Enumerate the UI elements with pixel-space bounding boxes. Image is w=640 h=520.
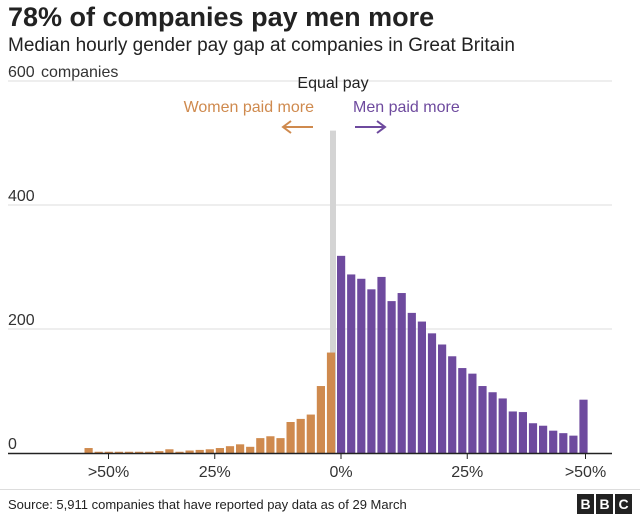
women-bar xyxy=(236,444,245,453)
women-bar xyxy=(135,451,144,453)
men-bar xyxy=(347,274,356,453)
women-bar xyxy=(316,386,325,453)
y-tick-label: 600 xyxy=(8,64,35,81)
footer-divider xyxy=(0,489,640,490)
bbc-logo-letter-b2: B xyxy=(596,494,613,514)
x-tick-label: 25% xyxy=(199,464,231,481)
men-bar xyxy=(528,423,538,453)
equal-pay-line xyxy=(330,130,336,453)
y-tick-label: 200 xyxy=(8,312,35,329)
bbc-logo-letter-b1: B xyxy=(577,494,594,514)
men-bar xyxy=(407,312,416,453)
men-bar xyxy=(367,289,376,453)
women-bar xyxy=(246,446,255,453)
women-bar xyxy=(195,449,204,453)
women-bar xyxy=(296,418,305,453)
women-bar xyxy=(276,438,285,453)
x-tick-label: 0% xyxy=(329,464,352,481)
bbc-logo-letter-c: C xyxy=(615,494,632,514)
y-axis-unit-label: companies xyxy=(41,64,118,81)
women-bar xyxy=(306,414,315,453)
x-tick-label: 25% xyxy=(451,464,483,481)
men-bar xyxy=(549,430,558,453)
women-bar xyxy=(84,448,93,453)
women-bar xyxy=(215,448,224,453)
men-bar xyxy=(488,392,497,453)
y-tick-label: 400 xyxy=(8,188,35,205)
men-arrow-head-icon xyxy=(376,120,387,134)
women-bar xyxy=(155,451,164,453)
y-tick-label: 0 xyxy=(8,436,17,453)
men-bar xyxy=(559,433,568,453)
women-bar xyxy=(326,352,336,453)
women-bar xyxy=(114,451,123,453)
men-bar xyxy=(508,411,517,453)
women-bar xyxy=(266,436,275,453)
men-bar xyxy=(337,255,346,453)
men-bar xyxy=(417,321,426,453)
women-bar xyxy=(225,446,235,453)
women-arrow-head-icon xyxy=(281,120,292,134)
men-bar xyxy=(387,301,396,453)
men-bar xyxy=(357,278,366,453)
men-bar xyxy=(498,398,507,453)
men-bar xyxy=(518,412,527,453)
men-bar xyxy=(579,399,588,453)
women-bar xyxy=(205,449,214,453)
x-tick-label: >50% xyxy=(88,464,129,481)
women-bar xyxy=(104,451,113,453)
women-bar xyxy=(256,438,265,453)
women-bar xyxy=(185,450,194,453)
men-bar xyxy=(569,435,578,453)
men-bar xyxy=(377,276,386,453)
men-bar xyxy=(438,344,447,453)
chart-subtitle: Median hourly gender pay gap at companie… xyxy=(8,35,515,56)
x-tick-label: >50% xyxy=(565,464,606,481)
women-bar xyxy=(124,451,134,453)
women-bar xyxy=(94,451,103,453)
men-bar xyxy=(397,293,406,453)
men-bar xyxy=(458,368,467,453)
men-bar xyxy=(468,373,477,453)
women-bar xyxy=(175,451,184,453)
equal-pay-label: Equal pay xyxy=(297,75,368,92)
chart-title: 78% of companies pay men more xyxy=(8,2,435,32)
men-bar xyxy=(478,386,487,453)
women-bar xyxy=(145,451,154,453)
bbc-logo: B B C xyxy=(577,494,632,514)
men-paid-more-annotation: Men paid more xyxy=(353,99,460,116)
women-bar xyxy=(286,422,295,453)
women-paid-more-annotation: Women paid more xyxy=(184,99,315,116)
source-note: Source: 5,911 companies that have report… xyxy=(8,497,407,512)
men-bar xyxy=(539,425,548,453)
women-bar xyxy=(165,449,174,453)
chart-area: 0 200 400 600 companies Equal pay Women paid m… xyxy=(8,64,612,481)
men-bar xyxy=(448,356,457,453)
men-bar xyxy=(427,333,437,453)
